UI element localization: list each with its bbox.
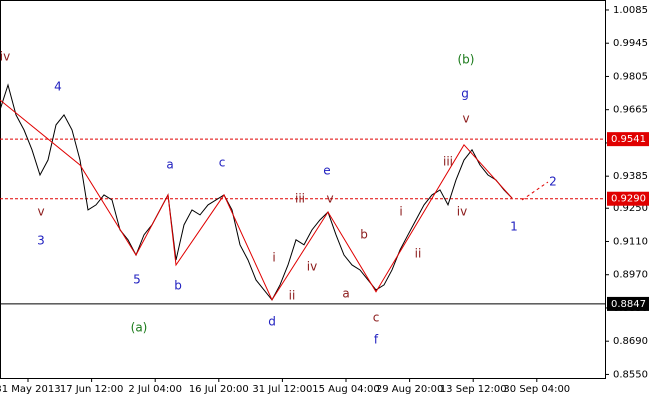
wave-label: (a) xyxy=(131,321,148,335)
x-tick-label: 29 Aug 20:00 xyxy=(376,384,443,395)
wave-label: c xyxy=(373,311,380,325)
y-tick-label: 0.8550 xyxy=(613,369,648,380)
wave-label: b xyxy=(360,228,368,242)
level-label: 0.9541 xyxy=(611,134,646,145)
wave-label: (b) xyxy=(458,53,475,67)
wave-label: b xyxy=(174,279,182,293)
wave-label: iv xyxy=(307,260,317,274)
x-tick-label: 15 Aug 04:00 xyxy=(312,384,379,395)
y-tick-label: 0.9110 xyxy=(613,236,648,247)
wave-label: g xyxy=(461,87,469,101)
x-tick-label: 31 May 2013 xyxy=(0,384,61,395)
wave-label: f xyxy=(374,333,379,347)
level-label: 0.8847 xyxy=(611,299,646,310)
y-tick-label: 0.9250 xyxy=(613,203,648,214)
x-tick-label: 13 Sep 12:00 xyxy=(440,384,507,395)
wave-label: v xyxy=(326,192,333,206)
wave-label: 2 xyxy=(549,175,557,189)
y-tick-label: 0.8970 xyxy=(613,270,648,281)
x-tick-label: 17 Jun 12:00 xyxy=(60,384,124,395)
wave-label: d xyxy=(268,315,276,329)
forecast-line xyxy=(521,181,549,201)
wave-line xyxy=(0,99,513,301)
wave-label: iv xyxy=(457,205,467,219)
wave-label: iii xyxy=(443,155,453,169)
level-box xyxy=(607,296,649,311)
wave-label: ii xyxy=(415,247,422,261)
wave-label: v xyxy=(37,205,44,219)
wave-label: v xyxy=(462,112,469,126)
y-tick-label: 0.9385 xyxy=(613,171,648,182)
wave-label: 5 xyxy=(133,273,141,287)
wave-label: 3 xyxy=(37,234,45,248)
wave-label: a xyxy=(342,287,349,301)
wave-label: c xyxy=(219,156,226,170)
wave-label: ii xyxy=(289,289,296,303)
y-tick-label: 0.8690 xyxy=(613,336,648,347)
level-label: 0.9290 xyxy=(611,194,646,205)
plot-frame xyxy=(0,0,606,379)
x-tick-label: 30 Sep 04:00 xyxy=(503,384,570,395)
y-tick-label: 0.9945 xyxy=(613,38,648,49)
wave-label: iv xyxy=(0,50,10,64)
y-tick-label: 0.9805 xyxy=(613,71,648,82)
wave-label: 4 xyxy=(54,80,62,94)
y-tick-label: 0.9665 xyxy=(613,105,648,116)
wave-label: 1 xyxy=(510,220,518,234)
price-line xyxy=(0,83,513,301)
x-tick-label: 16 Jul 20:00 xyxy=(189,384,249,395)
y-tick-label: 1.0085 xyxy=(613,5,648,16)
level-box xyxy=(607,191,649,206)
x-tick-label: 31 Jul 12:00 xyxy=(252,384,312,395)
wave-label: e xyxy=(323,164,330,178)
x-tick-label: 2 Jul 04:00 xyxy=(128,384,182,395)
wave-label: iii xyxy=(295,192,305,206)
level-box xyxy=(607,132,649,147)
wave-label: i xyxy=(272,251,275,265)
wave-label: a xyxy=(166,158,173,172)
wave-label: i xyxy=(399,205,402,219)
